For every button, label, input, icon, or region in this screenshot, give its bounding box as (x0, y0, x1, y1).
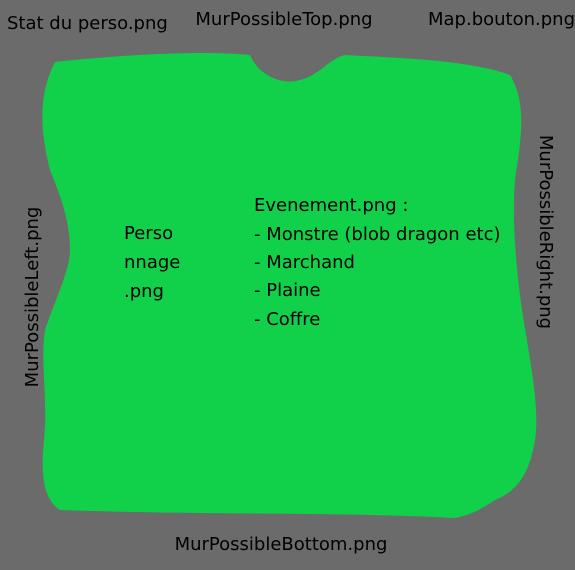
event-item: - Marchand (254, 252, 355, 273)
bottom-label: MurPossibleBottom.png (175, 534, 388, 555)
left-label: MurPossibleLeft.png (22, 207, 43, 388)
right-label: MurPossibleRight.png (535, 135, 556, 329)
event-item: - Monstre (blob dragon etc) (254, 224, 501, 245)
top-label: MurPossibleTop.png (195, 9, 372, 30)
events-title: Evenement.png : (254, 195, 408, 216)
top-right-label: Map.bouton.png (428, 9, 575, 30)
character-label: nnage (124, 252, 180, 273)
event-item: - Plaine (254, 280, 321, 301)
play-area (42, 52, 537, 518)
top-left-label: Stat du perso.png (7, 13, 168, 34)
character-label: Perso (124, 223, 173, 244)
event-item: - Coffre (254, 309, 320, 330)
character-label: .png (124, 281, 164, 302)
